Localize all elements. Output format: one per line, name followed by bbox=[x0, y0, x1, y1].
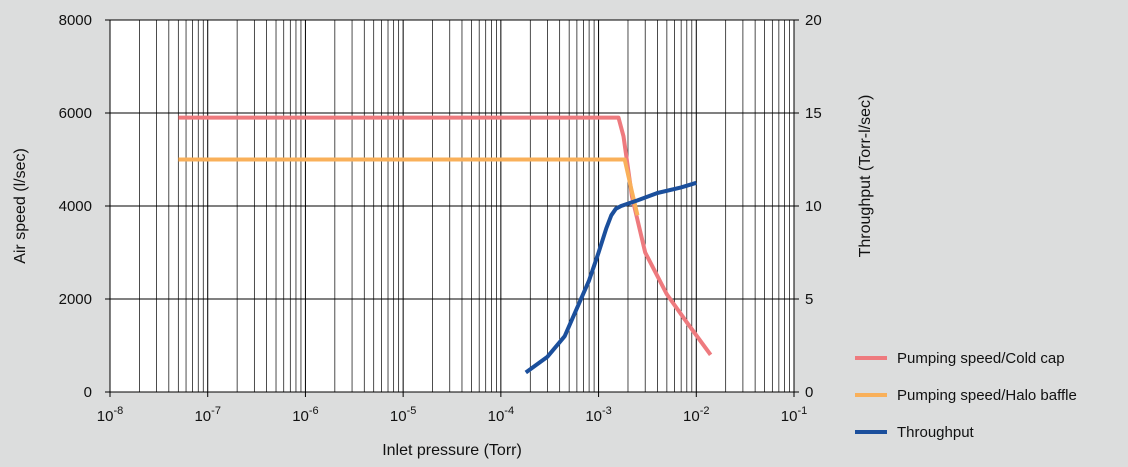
x-tick-label: 10-8 bbox=[97, 405, 123, 425]
y-left-tick-label: 6000 bbox=[59, 105, 92, 122]
x-tick-label: 10-6 bbox=[292, 405, 318, 425]
x-tick-label: 10-3 bbox=[585, 405, 611, 425]
x-tick-label: 10-5 bbox=[390, 405, 416, 425]
y-right-tick-label: 5 bbox=[805, 291, 813, 308]
x-tick-label: 10-1 bbox=[781, 405, 807, 425]
y-left-tick-label: 0 bbox=[84, 384, 92, 401]
x-axis-title: Inlet pressure (Torr) bbox=[382, 442, 522, 459]
series-lines bbox=[178, 115, 713, 375]
x-tick-label: 10-7 bbox=[194, 405, 220, 425]
y-left-tick-label: 4000 bbox=[59, 198, 92, 215]
x-tick-label: 10-2 bbox=[683, 405, 709, 425]
legend-label: Pumping speed/Cold cap bbox=[897, 350, 1065, 367]
legend: Pumping speed/Cold cap Pumping speed/Halo… bbox=[855, 350, 1077, 441]
y-right-tick-label: 0 bbox=[805, 384, 813, 401]
y-right-axis-title: Throughput (Torr-l/sec) bbox=[857, 95, 874, 258]
y-right-tick-label: 10 bbox=[805, 198, 822, 215]
x-tick-label: 10-4 bbox=[488, 405, 514, 425]
legend-label: Throughput bbox=[897, 424, 975, 441]
y-left-tick-label: 2000 bbox=[59, 291, 92, 308]
y-left-tick-label: 8000 bbox=[59, 12, 92, 29]
y-left-axis-title: Air speed (l/sec) bbox=[12, 148, 29, 264]
y-left-tick-labels: 0 2000 4000 6000 8000 bbox=[59, 12, 110, 401]
series-line-throughput bbox=[524, 180, 697, 375]
legend-label: Pumping speed/Halo baffle bbox=[897, 387, 1077, 404]
series-line-pumping-speed-cold-cap bbox=[178, 115, 713, 356]
grid-lines bbox=[109, 20, 794, 392]
y-right-tick-label: 20 bbox=[805, 12, 822, 29]
x-tick-labels: 10-8 10-7 10-6 10-5 10-4 10-3 10-2 10-1 bbox=[97, 392, 807, 425]
series-line-pumping-speed-halo-baffle bbox=[178, 157, 640, 216]
y-right-tick-label: 15 bbox=[805, 105, 822, 122]
y-right-tick-labels: 0 5 10 15 20 bbox=[794, 12, 822, 401]
